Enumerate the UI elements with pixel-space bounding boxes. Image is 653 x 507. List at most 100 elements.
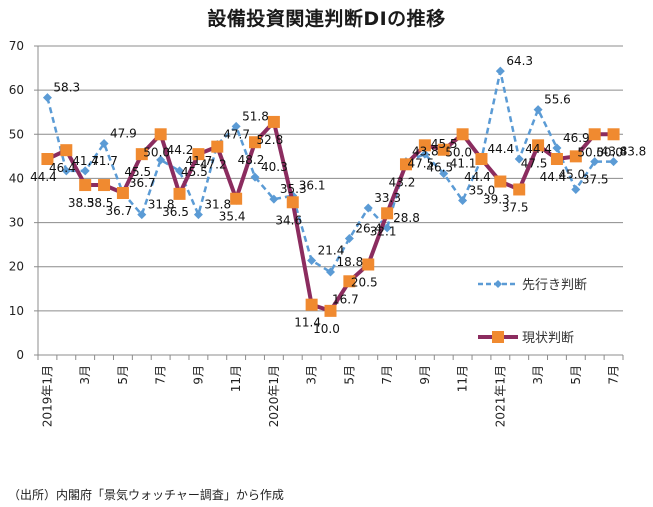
data-label-future: 31.8 [204,198,231,212]
data-label-current: 20.5 [351,276,378,290]
point-future [250,172,260,182]
point-current [267,115,280,128]
point-current [437,143,450,156]
point-current [494,175,507,188]
data-label-current: 47.2 [200,158,227,172]
point-current [513,183,526,196]
point-future [99,139,109,149]
y-tick-label: 10 [9,304,24,318]
legend-label-future: 先行き判断 [522,278,587,293]
legend-marker-future [494,280,502,288]
data-label-future: 44.4 [525,142,552,156]
point-future [439,169,449,179]
data-label-future: 45.5 [431,137,458,151]
data-label-future: 64.3 [506,54,533,68]
data-label-future: 37.5 [582,172,609,186]
point-current [60,144,73,157]
point-current [286,196,299,209]
x-tick-label: 2021年1月 [493,365,507,427]
point-future [344,233,354,243]
data-label-future: 55.6 [544,93,571,107]
data-label-current: 11.4 [294,316,321,330]
chart-title: 設備投資関連判断DIの推移 [207,8,446,30]
point-future [156,155,166,165]
point-current [135,148,148,161]
y-tick-label: 30 [9,216,24,230]
data-label-future: 47.7 [223,127,250,141]
data-label-future: 18.8 [337,255,364,269]
data-label-current: 46.4 [49,161,76,175]
data-label-current: 39.3 [483,193,510,207]
series [41,66,620,317]
point-current [98,179,111,192]
data-label-current: 47.5 [521,156,548,170]
data-label-current: 50.0 [596,145,623,159]
data-label-current: 45.0 [558,167,585,181]
point-current [230,192,243,205]
source-note: （出所）内閣府「景気ウォッチャー調査」から作成 [8,488,284,502]
point-current [607,128,620,141]
point-future [609,157,619,167]
data-label-future: 46.9 [563,131,590,145]
point-current [381,207,394,220]
point-future [42,93,52,103]
x-tick-label: 5月 [342,365,356,385]
point-future [175,166,185,176]
point-future [590,157,600,167]
data-label-current: 46.5 [426,161,453,175]
point-future [80,166,90,176]
point-current [588,128,601,141]
x-tick-label: 9月 [191,365,205,385]
x-tick-label: 2020年1月 [267,365,281,427]
point-current [41,153,54,166]
data-label-future: 51.8 [242,109,269,123]
data-label-current: 10.0 [313,322,340,336]
point-current [532,139,545,152]
point-current [475,153,488,166]
data-label-future: 43.8 [601,145,628,159]
data-label-current: 52.8 [257,133,284,147]
data-label-future: 41.7 [91,154,118,168]
x-tick-label: 7月 [607,365,621,385]
data-label-future: 31.8 [148,198,175,212]
point-current [343,275,356,288]
point-future [137,210,147,220]
point-current [211,140,224,153]
legend-label-current: 現状判断 [522,331,574,346]
point-future [533,105,543,115]
data-label-future: 36.1 [299,179,326,193]
data-label-future: 36.7 [129,176,156,190]
point-future [231,121,241,131]
data-label-current: 50.0 [577,145,604,159]
data-label-current: 44.4 [540,170,567,184]
point-future [571,184,581,194]
data-label-future: 44.2 [167,143,194,157]
point-future [552,143,562,153]
data-label-current: 44.4 [30,170,57,184]
point-current [418,139,431,152]
data-label-current: 44.4 [464,170,491,184]
data-label-future: 47.9 [110,127,137,141]
data-label-current: 50.0 [445,145,472,159]
point-future [307,256,317,266]
y-tick-label: 20 [9,260,24,274]
data-label-future: 40.3 [261,160,288,174]
point-current [79,179,92,192]
point-future [269,194,279,204]
x-tick-label: 5月 [569,365,583,385]
x-tick-label: 3月 [78,365,92,385]
data-label-future: 35.0 [469,184,496,198]
point-future [193,210,203,220]
data-label-current: 36.7 [106,204,133,218]
data-label-current: 32.1 [370,224,397,238]
point-current [192,148,205,161]
data-label-future: 44.4 [487,142,514,156]
data-label-future: 33.3 [374,191,401,205]
point-future [514,154,524,164]
data-label-future: 41.1 [450,157,477,171]
point-current [154,128,167,141]
point-current [173,187,186,200]
data-label-current: 16.7 [332,292,359,306]
data-label-future: 28.8 [393,211,420,225]
point-current [116,186,129,199]
